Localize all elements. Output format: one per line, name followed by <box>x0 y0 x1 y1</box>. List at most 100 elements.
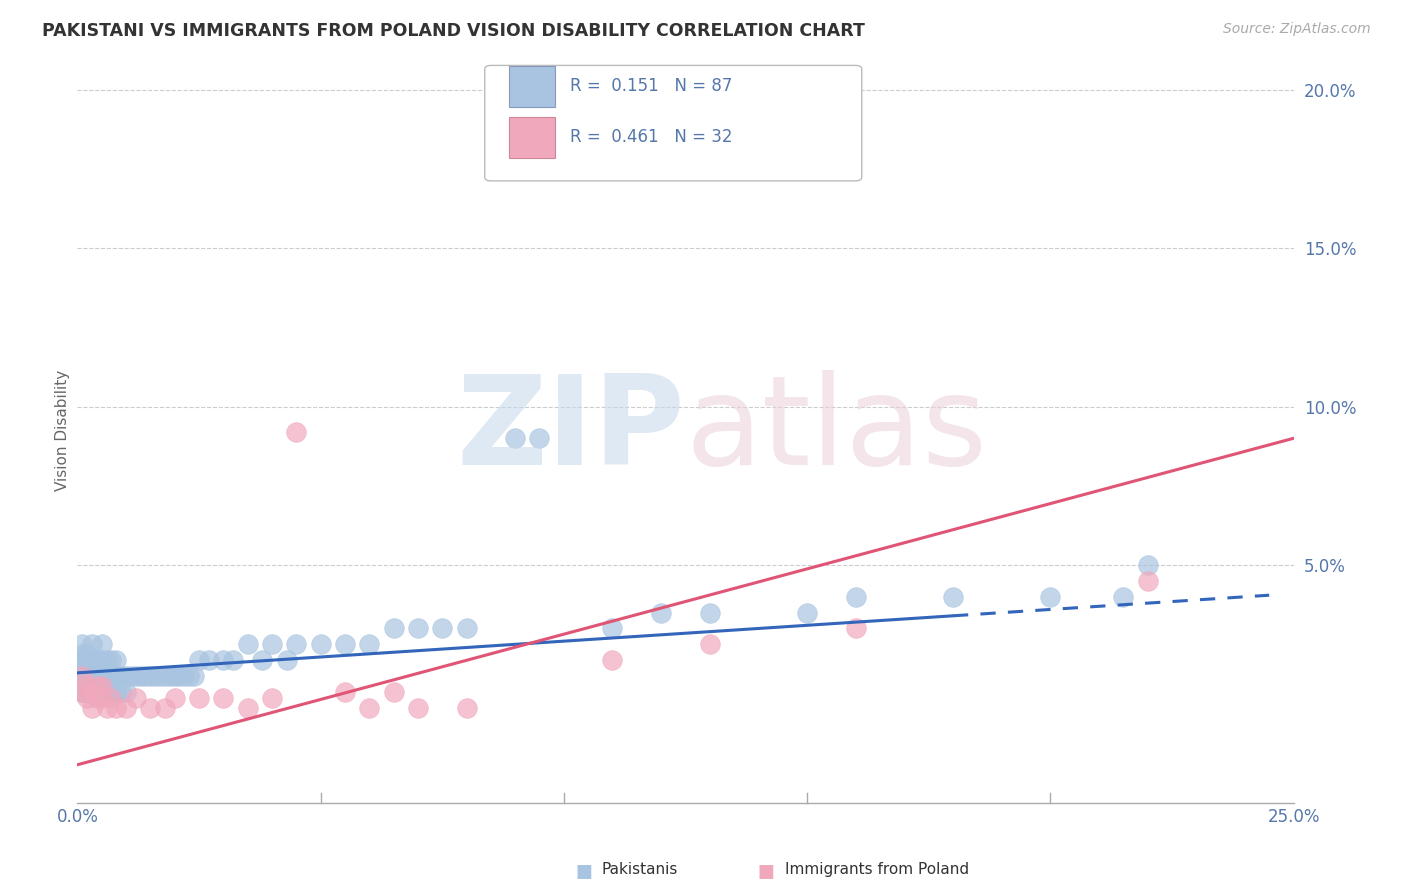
Text: PAKISTANI VS IMMIGRANTS FROM POLAND VISION DISABILITY CORRELATION CHART: PAKISTANI VS IMMIGRANTS FROM POLAND VISI… <box>42 22 865 40</box>
Point <box>76 679 98 693</box>
Point <box>359 637 381 651</box>
Point <box>76 685 98 699</box>
Point <box>309 637 332 651</box>
Point <box>80 653 103 667</box>
Point <box>76 659 98 673</box>
Point <box>115 685 138 699</box>
Point <box>285 637 308 651</box>
Point <box>456 700 478 714</box>
Point <box>90 653 112 667</box>
Point <box>86 685 108 699</box>
Point <box>134 669 156 683</box>
Point <box>70 669 93 683</box>
Point <box>70 669 93 683</box>
Text: atlas: atlas <box>686 370 987 491</box>
Text: Source: ZipAtlas.com: Source: ZipAtlas.com <box>1223 22 1371 37</box>
Point <box>260 637 283 651</box>
Point <box>153 669 176 683</box>
Text: ▪: ▪ <box>756 855 776 884</box>
Point <box>650 606 672 620</box>
Point <box>529 431 551 445</box>
Point <box>105 685 128 699</box>
Text: R =  0.151   N = 87: R = 0.151 N = 87 <box>569 78 733 95</box>
Point <box>163 691 186 706</box>
Point <box>159 669 181 683</box>
Point <box>333 685 356 699</box>
Point <box>212 691 235 706</box>
Point <box>96 700 118 714</box>
Point <box>70 653 93 667</box>
Point <box>76 659 98 673</box>
Point <box>80 685 103 699</box>
Point <box>143 669 166 683</box>
Text: Pakistanis: Pakistanis <box>602 863 678 877</box>
Point <box>212 653 235 667</box>
Point <box>1136 558 1159 573</box>
Point <box>70 669 93 683</box>
Point <box>115 700 138 714</box>
Text: Immigrants from Poland: Immigrants from Poland <box>785 863 969 877</box>
Point <box>105 669 128 683</box>
Point <box>120 669 142 683</box>
Point <box>105 700 128 714</box>
Point <box>90 669 112 683</box>
Point <box>183 669 205 683</box>
Point <box>503 431 526 445</box>
Point <box>602 622 624 636</box>
Point <box>86 679 108 693</box>
Point <box>76 669 98 683</box>
Point <box>250 653 273 667</box>
Point <box>76 685 98 699</box>
Point <box>163 669 186 683</box>
Point <box>382 685 405 699</box>
Point <box>110 669 132 683</box>
Point <box>1039 590 1062 604</box>
Point <box>139 700 162 714</box>
Point <box>602 653 624 667</box>
Point <box>86 653 108 667</box>
Point <box>70 685 93 699</box>
Point <box>188 691 211 706</box>
Point <box>406 700 429 714</box>
Point <box>139 669 162 683</box>
Point <box>188 653 211 667</box>
Point <box>70 659 93 673</box>
Point <box>105 653 128 667</box>
Point <box>406 622 429 636</box>
Point <box>236 700 259 714</box>
Point <box>76 653 98 667</box>
Point <box>699 606 721 620</box>
Point <box>456 622 478 636</box>
Point <box>86 691 108 706</box>
Point <box>70 653 93 667</box>
Point <box>90 685 112 699</box>
Point <box>236 637 259 651</box>
Point <box>76 679 98 693</box>
Point <box>100 653 122 667</box>
Point <box>100 669 122 683</box>
Bar <box>509 117 555 158</box>
Point <box>125 691 148 706</box>
Point <box>70 685 93 699</box>
Point <box>80 685 103 699</box>
Point <box>942 590 965 604</box>
Point <box>382 622 405 636</box>
Point <box>100 691 122 706</box>
Point <box>80 659 103 673</box>
Text: ZIP: ZIP <box>457 370 686 491</box>
Point <box>76 691 98 706</box>
Point <box>80 700 103 714</box>
Point <box>80 669 103 683</box>
Bar <box>509 66 555 107</box>
Point <box>76 653 98 667</box>
FancyBboxPatch shape <box>485 65 862 181</box>
Point <box>70 685 93 699</box>
Point <box>90 637 112 651</box>
Point <box>1136 574 1159 588</box>
Point <box>796 606 818 620</box>
Point <box>333 637 356 651</box>
Point <box>90 679 112 693</box>
Point <box>86 669 108 683</box>
Point <box>699 637 721 651</box>
Point <box>1112 590 1135 604</box>
